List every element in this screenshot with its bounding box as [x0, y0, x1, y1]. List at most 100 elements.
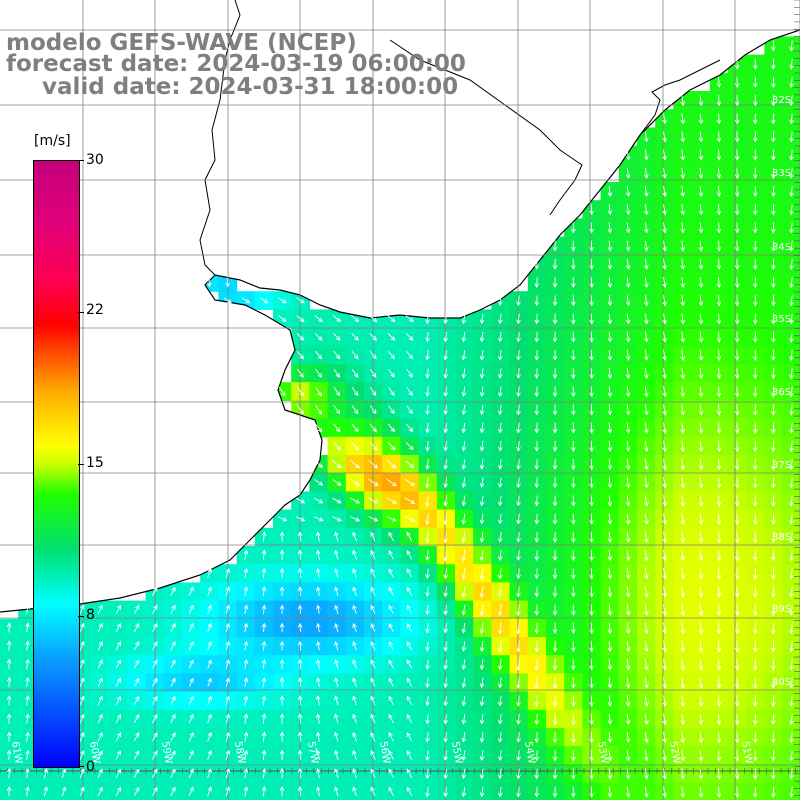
- wind-arrow: [461, 732, 467, 743]
- wind-arrow: [225, 586, 231, 596]
- wind-arrow: [386, 478, 397, 487]
- wind-arrow: [425, 494, 430, 508]
- wind-arrow: [425, 695, 430, 707]
- wind-arrow: [207, 641, 212, 651]
- wind-arrow: [279, 695, 285, 706]
- wind-arrow: [207, 622, 212, 633]
- wind-arrow: [406, 641, 413, 651]
- wind-arrow: [607, 677, 613, 689]
- wind-arrow: [443, 513, 448, 526]
- wind-arrow: [589, 622, 594, 635]
- wind-arrow: [552, 768, 558, 780]
- wind-arrow: [534, 732, 540, 744]
- wind-arrow: [516, 622, 521, 635]
- wind-arrow: [479, 604, 485, 617]
- wind-arrow: [406, 713, 413, 724]
- wind-arrow: [370, 623, 376, 632]
- wind-arrow: [152, 659, 158, 669]
- wind-arrow: [789, 549, 794, 562]
- wind-arrow: [316, 586, 321, 596]
- wind-arrow: [6, 767, 12, 779]
- wind-arrow: [406, 405, 413, 415]
- wind-arrow: [734, 113, 740, 125]
- lat-label: 34S: [772, 242, 791, 253]
- wind-arrow: [734, 786, 740, 798]
- wind-arrow: [333, 332, 341, 341]
- wind-arrow: [698, 222, 704, 234]
- wind-arrow: [644, 586, 649, 598]
- wind-arrow: [261, 658, 267, 669]
- wind-arrow: [625, 750, 631, 762]
- wind-arrow: [734, 695, 740, 708]
- wind-arrow: [771, 458, 776, 471]
- wind-arrow: [571, 368, 576, 380]
- wind-arrow: [716, 495, 722, 507]
- wind-arrow: [607, 386, 613, 398]
- wind-arrow: [644, 404, 649, 416]
- wind-arrow: [334, 586, 339, 596]
- wind-arrow: [753, 440, 758, 453]
- wind-arrow: [79, 768, 85, 778]
- wind-arrow: [734, 658, 740, 671]
- wind-arrow: [425, 659, 430, 670]
- wind-arrow: [698, 495, 704, 507]
- wind-arrow: [404, 515, 416, 522]
- wind-arrow: [734, 367, 740, 380]
- wind-arrow: [6, 749, 12, 761]
- wind-arrow: [789, 531, 794, 544]
- wind-arrow: [571, 604, 576, 616]
- wind-arrow: [607, 750, 613, 762]
- wind-arrow: [279, 786, 285, 797]
- wind-arrow: [352, 586, 357, 596]
- wind-arrow: [370, 604, 376, 614]
- wind-arrow: [405, 441, 414, 451]
- wind-arrow: [152, 641, 158, 651]
- wind-arrow: [644, 695, 649, 707]
- wind-arrow: [225, 768, 231, 779]
- wind-arrow: [753, 149, 758, 161]
- wind-arrow: [370, 641, 376, 651]
- wind-arrow: [188, 695, 194, 705]
- wind-arrow: [225, 277, 230, 288]
- wind-arrow: [497, 295, 503, 307]
- wind-arrow: [443, 531, 448, 544]
- wind-arrow: [680, 749, 686, 762]
- wind-arrow: [97, 641, 103, 651]
- wind-arrow: [680, 313, 686, 325]
- wind-arrow: [497, 477, 503, 489]
- wind-arrow: [680, 786, 686, 798]
- wind-arrow: [734, 513, 740, 526]
- wind-arrow: [188, 659, 194, 669]
- wind-arrow: [497, 622, 503, 635]
- wind-arrow: [734, 440, 740, 453]
- wind-arrow: [625, 458, 631, 471]
- wind-arrow: [771, 495, 776, 507]
- wind-arrow: [25, 767, 30, 779]
- wind-arrow: [680, 258, 686, 270]
- wind-arrow: [225, 713, 231, 724]
- wind-arrow: [589, 531, 594, 543]
- wind-arrow: [771, 149, 776, 161]
- wind-arrow: [662, 695, 667, 707]
- wind-arrow: [279, 767, 285, 779]
- wind-arrow: [771, 386, 776, 398]
- wind-arrow: [625, 604, 631, 616]
- wind-arrow: [625, 531, 631, 544]
- wind-arrow: [534, 604, 540, 616]
- wind-arrow: [25, 658, 30, 669]
- wind-arrow: [607, 531, 613, 544]
- wind-arrow: [170, 604, 176, 615]
- wind-arrow: [662, 331, 667, 343]
- wind-arrow: [170, 586, 176, 596]
- wind-arrow: [79, 604, 85, 615]
- wind-arrow: [315, 677, 321, 688]
- wind-arrow: [734, 349, 740, 362]
- wind-arrow: [644, 658, 649, 671]
- wind-arrow: [406, 695, 413, 706]
- wind-arrow: [644, 640, 649, 653]
- wind-arrow: [571, 768, 576, 780]
- wind-arrow: [497, 732, 503, 743]
- wind-arrow: [479, 768, 485, 780]
- wind-arrow: [552, 677, 558, 689]
- wind-arrow: [607, 659, 613, 671]
